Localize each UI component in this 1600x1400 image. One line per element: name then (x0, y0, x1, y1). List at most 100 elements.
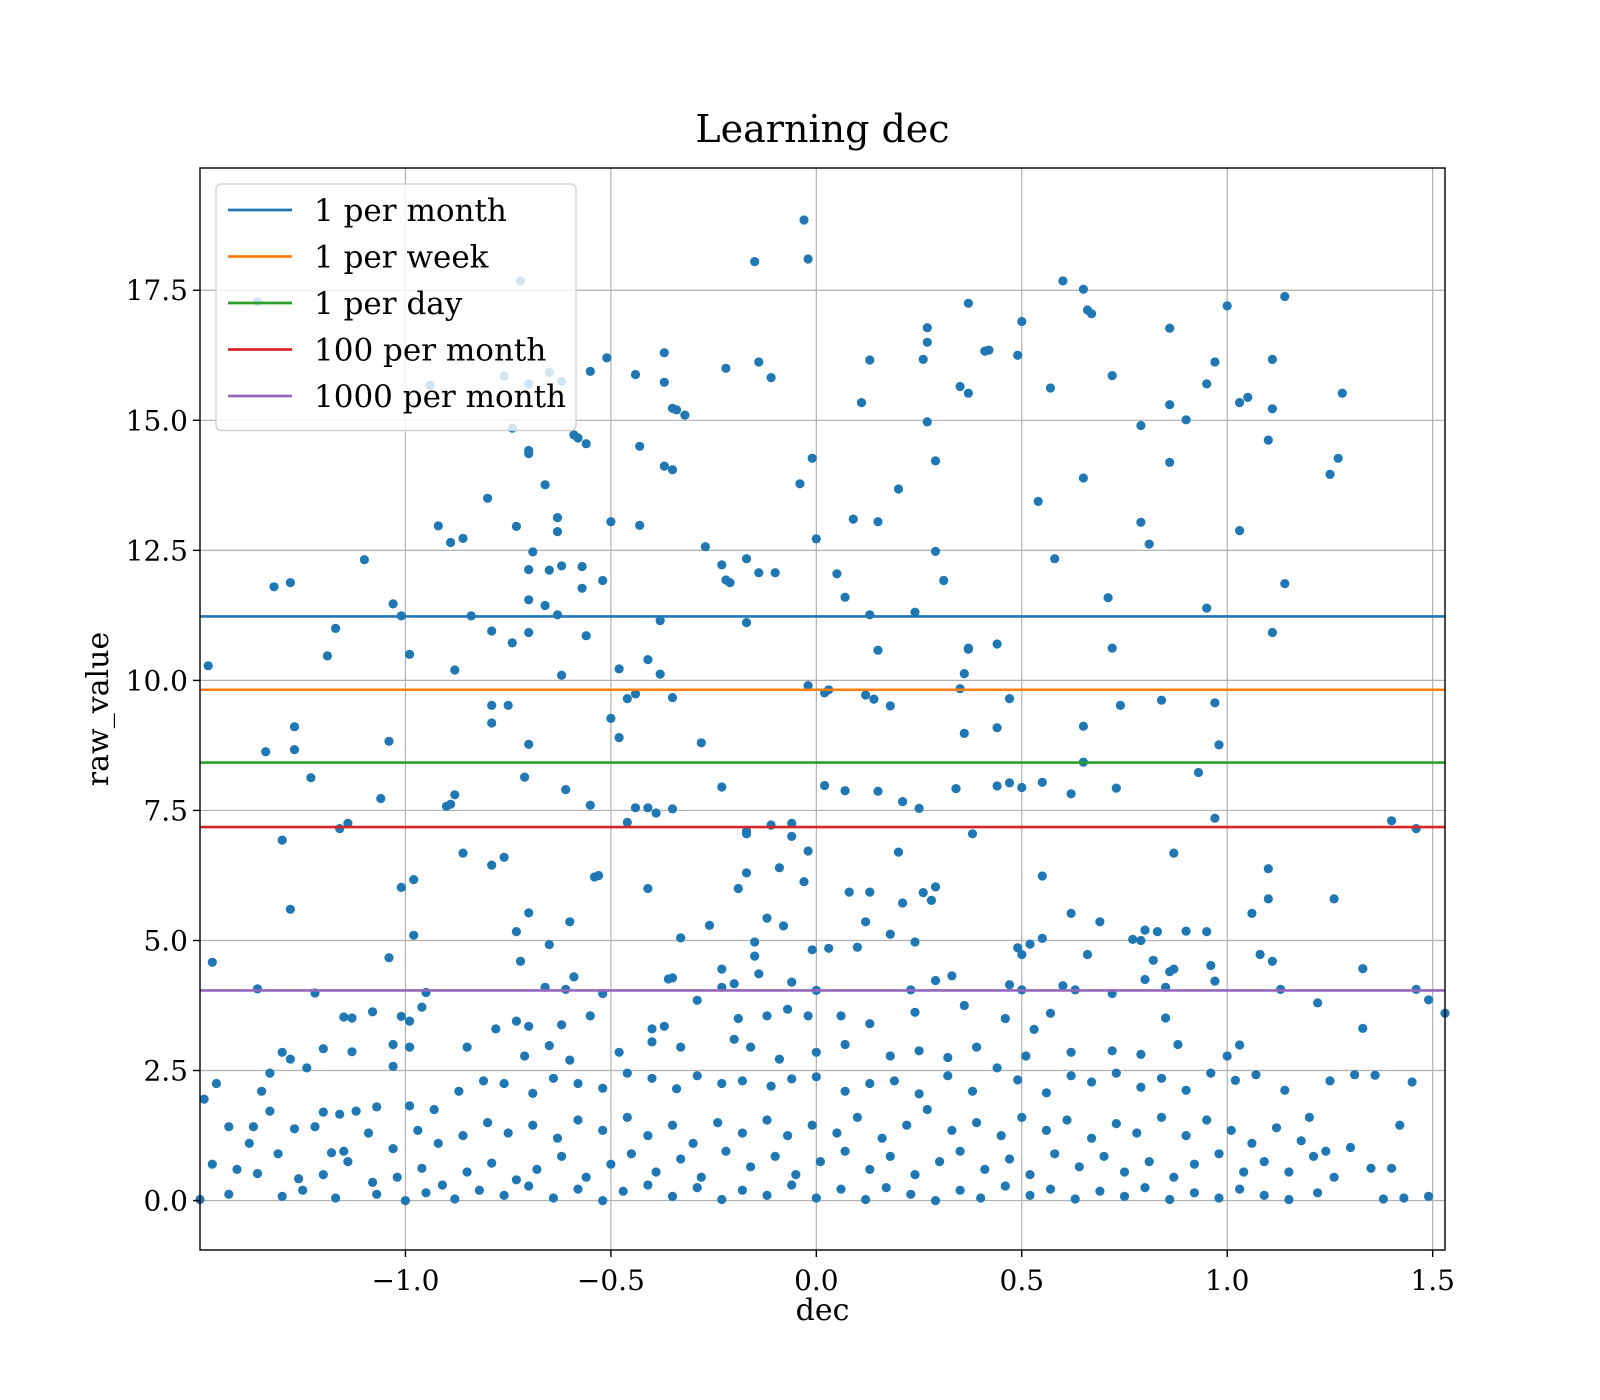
scatter-point (524, 595, 534, 605)
scatter-point (741, 554, 752, 564)
scatter-point (717, 560, 727, 570)
scatter-point (807, 453, 817, 463)
scatter-point (930, 456, 941, 466)
scatter-point (499, 852, 509, 862)
scatter-point (585, 1011, 595, 1021)
scatter-point (910, 607, 920, 617)
scatter-point (483, 493, 493, 503)
scatter-point (824, 943, 834, 953)
scatter-point (865, 1164, 875, 1174)
scatter-point (1017, 316, 1027, 327)
scatter-point (573, 1115, 583, 1125)
scatter-point (277, 1047, 287, 1057)
scatter-point (1140, 925, 1150, 935)
scatter-point (1021, 1051, 1031, 1061)
scatter-point (622, 694, 632, 704)
scatter-point (1136, 935, 1146, 946)
scatter-point (815, 1157, 826, 1167)
scatter-point (762, 913, 772, 923)
scatter-point (622, 817, 632, 828)
scatter-point (992, 1063, 1002, 1073)
scatter-point (811, 1072, 821, 1082)
scatter-point (754, 568, 764, 578)
scatter-point (1070, 1194, 1080, 1204)
scatter-point (659, 461, 669, 471)
x-tick-label: 1.0 (1205, 1264, 1250, 1297)
scatter-point (524, 627, 534, 638)
scatter-point (893, 847, 904, 857)
scatter-point (741, 618, 752, 628)
scatter-point (885, 1151, 895, 1161)
scatter-point (1045, 1008, 1056, 1018)
scatter-point (396, 882, 406, 893)
scatter-point (667, 1191, 678, 1201)
scatter-point (581, 1172, 591, 1182)
scatter-point (207, 1159, 217, 1169)
scatter-point (199, 1094, 209, 1104)
scatter-point (647, 1024, 657, 1034)
scatter-point (1214, 740, 1224, 750)
scatter-point (487, 718, 497, 728)
scatter-point (1140, 974, 1150, 985)
scatter-point (754, 357, 764, 367)
scatter-point (1202, 603, 1212, 613)
scatter-point (289, 745, 300, 755)
scatter-point (676, 1154, 686, 1164)
x-tick-label: −1.0 (371, 1264, 439, 1297)
scatter-point (388, 1061, 398, 1071)
scatter-point (811, 1193, 821, 1203)
scatter-point (1284, 1194, 1294, 1205)
scatter-point (980, 1164, 990, 1174)
scatter-point (376, 793, 386, 804)
scatter-point (762, 1011, 772, 1021)
scatter-point (655, 616, 665, 626)
scatter-point (667, 465, 678, 475)
scatter-point (766, 373, 776, 383)
scatter-point (614, 664, 624, 674)
scatter-point (811, 1047, 821, 1057)
scatter-point (606, 713, 616, 724)
scatter-point (1013, 1075, 1023, 1085)
scatter-point (914, 1046, 924, 1056)
scatter-point (635, 520, 645, 531)
scatter-point (1013, 350, 1023, 360)
scatter-point (733, 883, 743, 894)
scatter-point (667, 693, 678, 703)
scatter-point (992, 639, 1002, 649)
scatter-point (1041, 1088, 1051, 1098)
scatter-point (487, 626, 497, 636)
scatter-point (265, 1068, 275, 1078)
scatter-point (289, 722, 300, 732)
scatter-point (1004, 778, 1015, 788)
scatter-point (1103, 593, 1113, 603)
scatter-point (1329, 894, 1339, 904)
scatter-point (511, 927, 521, 937)
scatter-point (437, 1180, 447, 1190)
scatter-point (552, 513, 563, 523)
scatter-point (898, 898, 908, 908)
scatter-point (1206, 1068, 1216, 1078)
scatter-point (914, 1089, 924, 1099)
scatter-point (635, 441, 645, 451)
scatter-point (1058, 276, 1068, 286)
scatter-point (1325, 469, 1335, 479)
scatter-point (947, 1125, 957, 1135)
scatter-point (762, 1115, 772, 1125)
scatter-point (651, 1167, 661, 1177)
scatter-point (1045, 1184, 1056, 1194)
scatter-point (302, 1063, 312, 1073)
scatter-point (483, 1118, 493, 1128)
scatter-point (803, 846, 813, 856)
scatter-point (585, 366, 595, 376)
scatter-point (1119, 1167, 1130, 1177)
scatter-point (820, 780, 830, 791)
scatter-point (885, 701, 895, 711)
scatter-point (524, 908, 534, 918)
scatter-point (774, 1054, 785, 1064)
scatter-point (244, 1138, 254, 1148)
scatter-point (1144, 1157, 1154, 1167)
scatter-point (1017, 1112, 1027, 1122)
scatter-point (799, 215, 809, 225)
scatter-point (672, 1084, 682, 1094)
y-tick-label: 0.0 (143, 1185, 188, 1218)
